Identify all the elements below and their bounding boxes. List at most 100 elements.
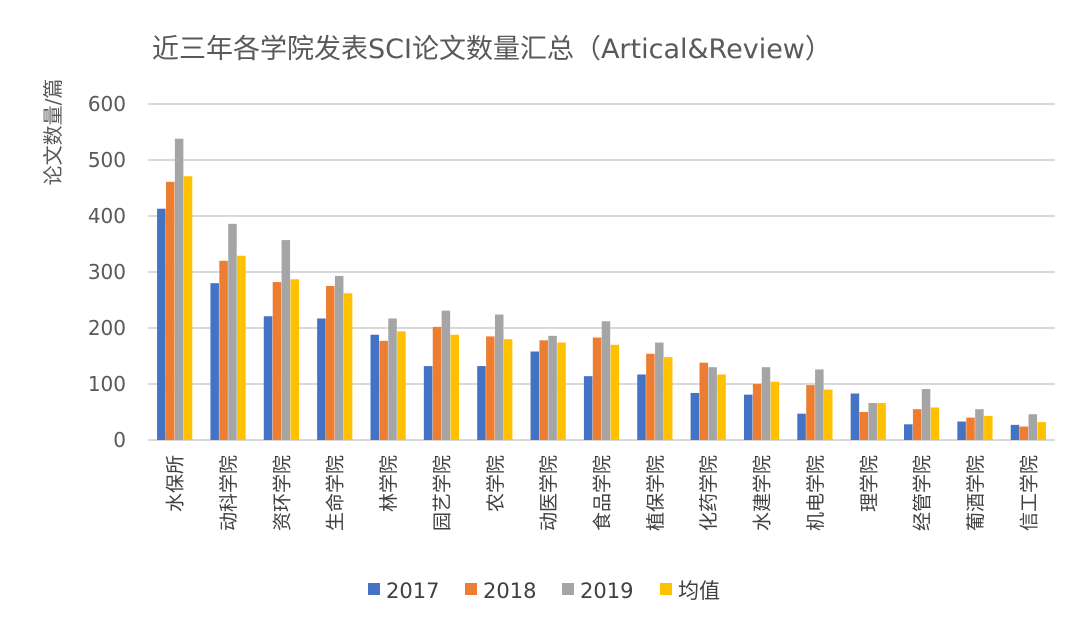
bar-2018-葡酒学院 [966, 417, 975, 440]
bar-均值-农学院 [503, 339, 513, 440]
legend-swatch-2019 [562, 583, 574, 595]
bar-2018-林学院 [379, 340, 388, 440]
legend-swatch-2018 [465, 583, 477, 595]
y-tick-label: 200 [88, 316, 126, 340]
bar-均值-水保所 [183, 176, 193, 441]
legend-swatch-2017 [368, 583, 380, 595]
bar-2018-植保学院 [646, 353, 655, 440]
bar-2018-化药学院 [699, 362, 709, 440]
y-tick-label: 100 [88, 372, 126, 396]
bar-2019-资环学院 [281, 240, 291, 440]
bar-2019-理学院 [868, 403, 877, 440]
y-tick-label: 400 [88, 204, 126, 228]
bar-均值-园艺学院 [450, 334, 460, 440]
bar-2018-食品学院 [592, 337, 602, 440]
bar-2017-葡酒学院 [957, 421, 966, 440]
x-tick-label: 葡酒学院 [965, 455, 987, 531]
bar-2019-经管学院 [921, 389, 931, 440]
bar-2018-理学院 [859, 412, 869, 440]
x-tick-label: 水建学院 [752, 455, 774, 531]
bar-均值-葡酒学院 [984, 415, 993, 440]
x-tick-label: 农学院 [485, 455, 507, 512]
x-tick-label: 化药学院 [698, 455, 720, 531]
chart-title: 近三年各学院发表SCI论文数量汇总（Artical&Review） [152, 34, 832, 65]
bar-均值-资环学院 [290, 279, 299, 440]
bar-2018-水建学院 [752, 384, 762, 440]
bar-均值-机电学院 [824, 389, 833, 440]
bar-2018-动科学院 [219, 260, 228, 440]
x-tick-label: 动医学院 [538, 455, 560, 531]
bar-均值-化药学院 [717, 374, 726, 440]
x-tick-label: 经管学院 [912, 455, 934, 531]
bar-2018-机电学院 [806, 385, 815, 440]
bar-均值-生命学院 [343, 293, 353, 440]
legend-swatch-均值 [660, 583, 672, 595]
bar-2017-化药学院 [690, 392, 700, 440]
x-tick-label: 林学院 [378, 455, 400, 512]
legend-label: 2018 [483, 579, 536, 603]
bar-2018-资环学院 [272, 282, 282, 440]
y-tick-label: 600 [88, 92, 126, 116]
x-tick-label: 动科学院 [218, 455, 240, 531]
bar-2017-植保学院 [637, 374, 646, 440]
bar-2018-经管学院 [912, 409, 922, 440]
bar-2017-食品学院 [583, 376, 593, 440]
bar-2019-机电学院 [815, 369, 824, 440]
bar-2019-葡酒学院 [975, 409, 984, 440]
bar-2019-动医学院 [548, 335, 557, 440]
y-tick-label: 0 [113, 428, 126, 452]
bar-2019-化药学院 [708, 367, 717, 440]
x-tick-label: 水保所 [165, 455, 187, 512]
y-tick-label: 300 [88, 260, 126, 284]
bar-2019-动科学院 [228, 223, 237, 440]
bar-均值-信工学院 [1037, 422, 1046, 440]
bar-均值-理学院 [877, 403, 886, 440]
bar-2019-农学院 [494, 314, 504, 440]
bar-均值-植保学院 [663, 357, 673, 440]
bar-均值-水建学院 [770, 381, 780, 440]
bar-均值-动科学院 [237, 255, 246, 440]
bar-2019-植保学院 [655, 342, 664, 440]
legend-label: 2017 [386, 579, 439, 603]
bar-2017-资环学院 [263, 316, 273, 440]
bar-2017-理学院 [850, 393, 860, 440]
bar-2019-林学院 [388, 318, 397, 440]
bar-2019-生命学院 [334, 275, 344, 440]
x-tick-label: 生命学院 [325, 455, 347, 531]
x-tick-label: 植保学院 [645, 455, 667, 531]
bar-2017-园艺学院 [423, 366, 433, 440]
bar-2019-园艺学院 [441, 310, 451, 440]
bar-2017-信工学院 [1010, 424, 1020, 440]
bar-2019-食品学院 [601, 321, 611, 440]
bar-2018-农学院 [486, 336, 495, 440]
bar-2019-水保所 [174, 138, 184, 440]
y-axis-label: 论文数量/篇 [41, 79, 65, 186]
bar-2017-动科学院 [210, 283, 219, 440]
bar-均值-经管学院 [930, 407, 940, 440]
x-tick-label: 资环学院 [271, 455, 293, 531]
legend-label: 均值 [678, 579, 720, 603]
y-tick-label: 500 [88, 148, 126, 172]
bar-2017-机电学院 [797, 413, 806, 440]
x-tick-label: 食品学院 [592, 455, 614, 531]
bar-2019-信工学院 [1028, 414, 1038, 440]
bar-2019-水建学院 [761, 367, 771, 440]
bar-2017-林学院 [370, 334, 379, 440]
bar-2018-园艺学院 [432, 326, 442, 440]
x-tick-label: 机电学院 [805, 455, 827, 531]
bar-2017-农学院 [477, 366, 486, 440]
bar-2017-经管学院 [904, 424, 913, 440]
bar-2017-生命学院 [317, 318, 326, 440]
bar-2018-生命学院 [326, 286, 335, 440]
bar-2017-动医学院 [530, 351, 540, 440]
bar-2017-水建学院 [743, 394, 753, 440]
bar-均值-食品学院 [610, 344, 620, 440]
x-tick-label: 信工学院 [1018, 455, 1040, 531]
bar-2017-水保所 [157, 208, 166, 440]
x-tick-label: 理学院 [858, 455, 880, 512]
bar-均值-动医学院 [557, 342, 566, 440]
bar-2018-动医学院 [539, 340, 548, 440]
bar-均值-林学院 [397, 331, 406, 440]
legend-label: 2019 [580, 579, 633, 603]
